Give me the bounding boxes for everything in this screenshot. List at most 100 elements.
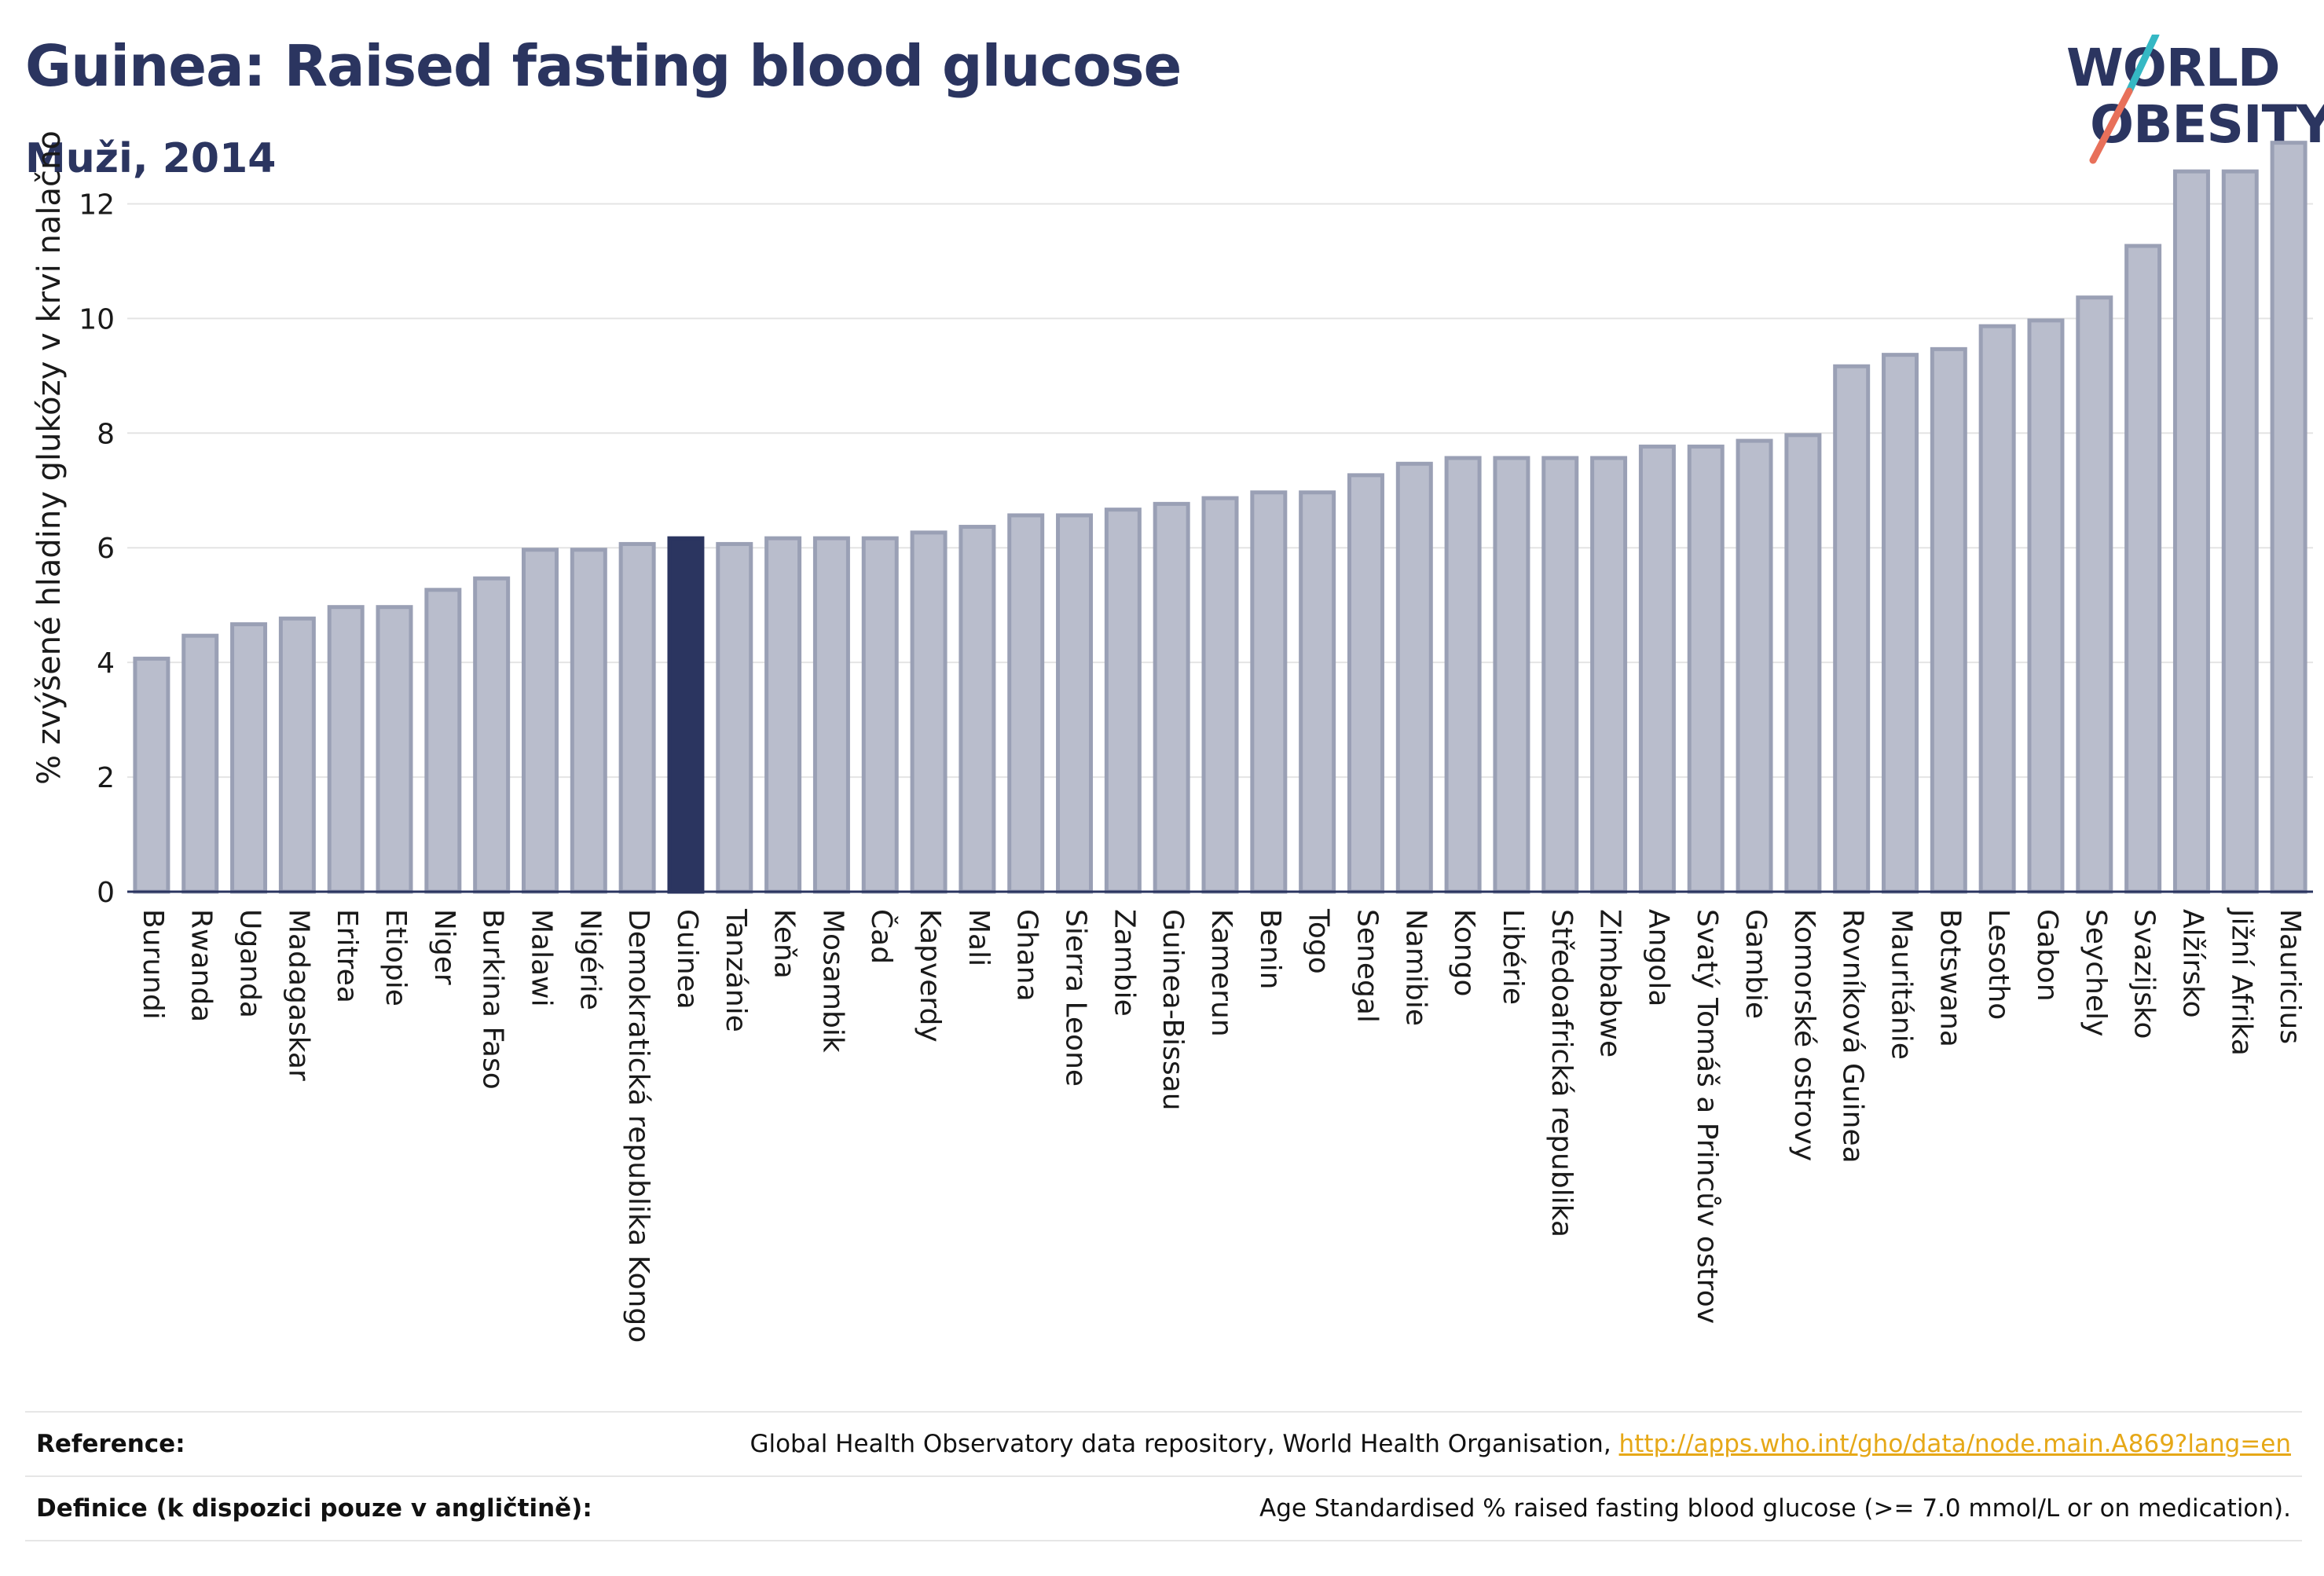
x-tick-label: Mali — [962, 909, 995, 966]
bar[interactable] — [1784, 433, 1822, 894]
reference-text: Global Health Observatory data repositor… — [750, 1430, 1619, 1458]
bar[interactable] — [1104, 508, 1142, 894]
x-tick-label: Komorské ostrovy — [1788, 909, 1820, 1161]
bar[interactable] — [1056, 513, 1094, 894]
bar[interactable] — [1153, 501, 1190, 894]
y-tick-label: 4 — [97, 647, 115, 680]
axes: 0 2 4 6 8 10 12 Burundi Rwanda Uganda Madagaskar Er… — [79, 189, 2313, 1343]
x-tick-label: Středoafrická republika — [1545, 909, 1578, 1237]
world-obesity-logo[interactable]: WORLD OBESITY — [2058, 35, 2324, 168]
bar[interactable] — [278, 616, 316, 894]
bar[interactable] — [181, 633, 219, 894]
bar[interactable] — [812, 536, 850, 894]
x-tick-label: Čad — [865, 909, 898, 964]
reference-link[interactable]: http://apps.who.int/gho/data/node.main.A… — [1618, 1430, 2291, 1458]
bar[interactable] — [618, 541, 656, 894]
bar[interactable] — [1493, 456, 1530, 894]
footer-definition-row: Definice (k dispozici pouze v angličtině… — [25, 1475, 2302, 1541]
bar[interactable] — [2124, 244, 2162, 894]
bar[interactable] — [570, 548, 607, 894]
x-tick-label: Keňa — [768, 909, 801, 979]
bar[interactable] — [1541, 456, 1579, 894]
x-tick-label: Benin — [1254, 909, 1286, 989]
bar[interactable] — [1978, 324, 2016, 894]
bar[interactable] — [1299, 490, 1336, 894]
x-tick-label: Nigérie — [574, 909, 606, 1010]
bar[interactable] — [2172, 169, 2210, 894]
x-tick-label: Senegal — [1351, 909, 1383, 1023]
x-tick-label: Etiopie — [379, 909, 412, 1006]
y-tick-label: 8 — [97, 418, 115, 450]
x-tick-label: Gambie — [1739, 909, 1772, 1019]
logo-slash-icon — [2089, 35, 2160, 164]
x-tick-label: Malawi — [525, 909, 557, 1007]
x-tick-label: Ghana — [1011, 909, 1043, 1002]
x-tick-label: Kapverdy — [914, 909, 946, 1043]
bar[interactable] — [1833, 364, 1871, 894]
x-tick-label: Tanzánie — [720, 908, 752, 1032]
bar-highlight[interactable] — [667, 536, 705, 894]
bar[interactable] — [2221, 169, 2259, 894]
bar[interactable] — [2076, 295, 2113, 894]
bar[interactable] — [230, 622, 268, 894]
bar[interactable] — [1930, 346, 1967, 894]
bar[interactable] — [473, 576, 511, 894]
bars — [133, 141, 2308, 894]
bar[interactable] — [1882, 353, 1919, 894]
bar[interactable] — [2270, 141, 2308, 894]
x-tick-label: Lesotho — [1982, 909, 2014, 1020]
x-tick-label: Botswana — [1934, 909, 1966, 1047]
bar[interactable] — [910, 530, 948, 894]
bar[interactable] — [1687, 444, 1725, 894]
x-tick-label: Togo — [1303, 908, 1335, 974]
bar[interactable] — [327, 605, 365, 894]
bar[interactable] — [1638, 444, 1676, 894]
bar[interactable] — [1590, 456, 1628, 894]
bar[interactable] — [959, 525, 996, 894]
bar[interactable] — [521, 548, 559, 894]
x-tick-label: Seychely — [2080, 909, 2112, 1036]
x-tick-label: Zambie — [1108, 909, 1140, 1017]
x-tick-label: Uganda — [234, 909, 266, 1018]
reference-value: Global Health Observatory data repositor… — [750, 1430, 2302, 1458]
x-tick-label: Zimbabwe — [1594, 909, 1626, 1057]
y-tick-label: 0 — [97, 877, 115, 909]
x-tick-label: Sierra Leone — [1060, 909, 1092, 1087]
x-tick-label: Burkina Faso — [477, 909, 509, 1090]
x-tick-label: Alžírsko — [2176, 909, 2209, 1018]
bar[interactable] — [1736, 438, 1773, 894]
bar[interactable] — [716, 541, 753, 894]
x-tick-label: Svatý Tomáš a Princův ostrov — [1691, 909, 1723, 1324]
bar[interactable] — [1347, 473, 1384, 894]
bar[interactable] — [1395, 461, 1433, 894]
bar[interactable] — [133, 656, 170, 894]
bar-chart: 0 2 4 6 8 10 12 Burundi Rwanda Uganda Madagaskar Er… — [31, 130, 2313, 1343]
bar[interactable] — [376, 605, 413, 894]
x-tick-label: Niger — [428, 909, 460, 985]
x-tick-label: Burundi — [137, 909, 169, 1020]
y-tick-label: 6 — [97, 533, 115, 565]
x-tick-label: Mauritánie — [1886, 909, 1918, 1060]
bar[interactable] — [1444, 456, 1482, 894]
bar[interactable] — [764, 536, 802, 894]
x-tick-label: Libérie — [1497, 909, 1529, 1005]
logo-text-world: WORLD — [2066, 38, 2281, 98]
x-tick-label: Kongo — [1448, 909, 1480, 997]
bar[interactable] — [1250, 490, 1288, 894]
x-tick-label: Rovníková Guinea — [1837, 909, 1869, 1164]
bar[interactable] — [1201, 496, 1239, 894]
x-tick-label: Guinea-Bissau — [1157, 909, 1189, 1111]
x-tick-label: Angola — [1642, 909, 1674, 1006]
bar[interactable] — [861, 536, 899, 894]
chart-title: Guinea: Raised fasting blood glucose — [25, 33, 1182, 99]
y-tick-label: 12 — [79, 189, 115, 221]
bar[interactable] — [2027, 318, 2065, 894]
x-tick-label: Namibie — [1399, 909, 1431, 1026]
x-tick-label: Eritrea — [331, 909, 363, 1003]
y-tick-label: 2 — [97, 762, 115, 794]
x-tick-label: Madagaskar — [282, 909, 314, 1081]
bar[interactable] — [424, 588, 462, 894]
y-tick-label: 10 — [79, 303, 115, 335]
y-axis-title: % zvýšené hladiny glukózy v krvi nalačno — [31, 130, 68, 785]
bar[interactable] — [1007, 513, 1045, 894]
